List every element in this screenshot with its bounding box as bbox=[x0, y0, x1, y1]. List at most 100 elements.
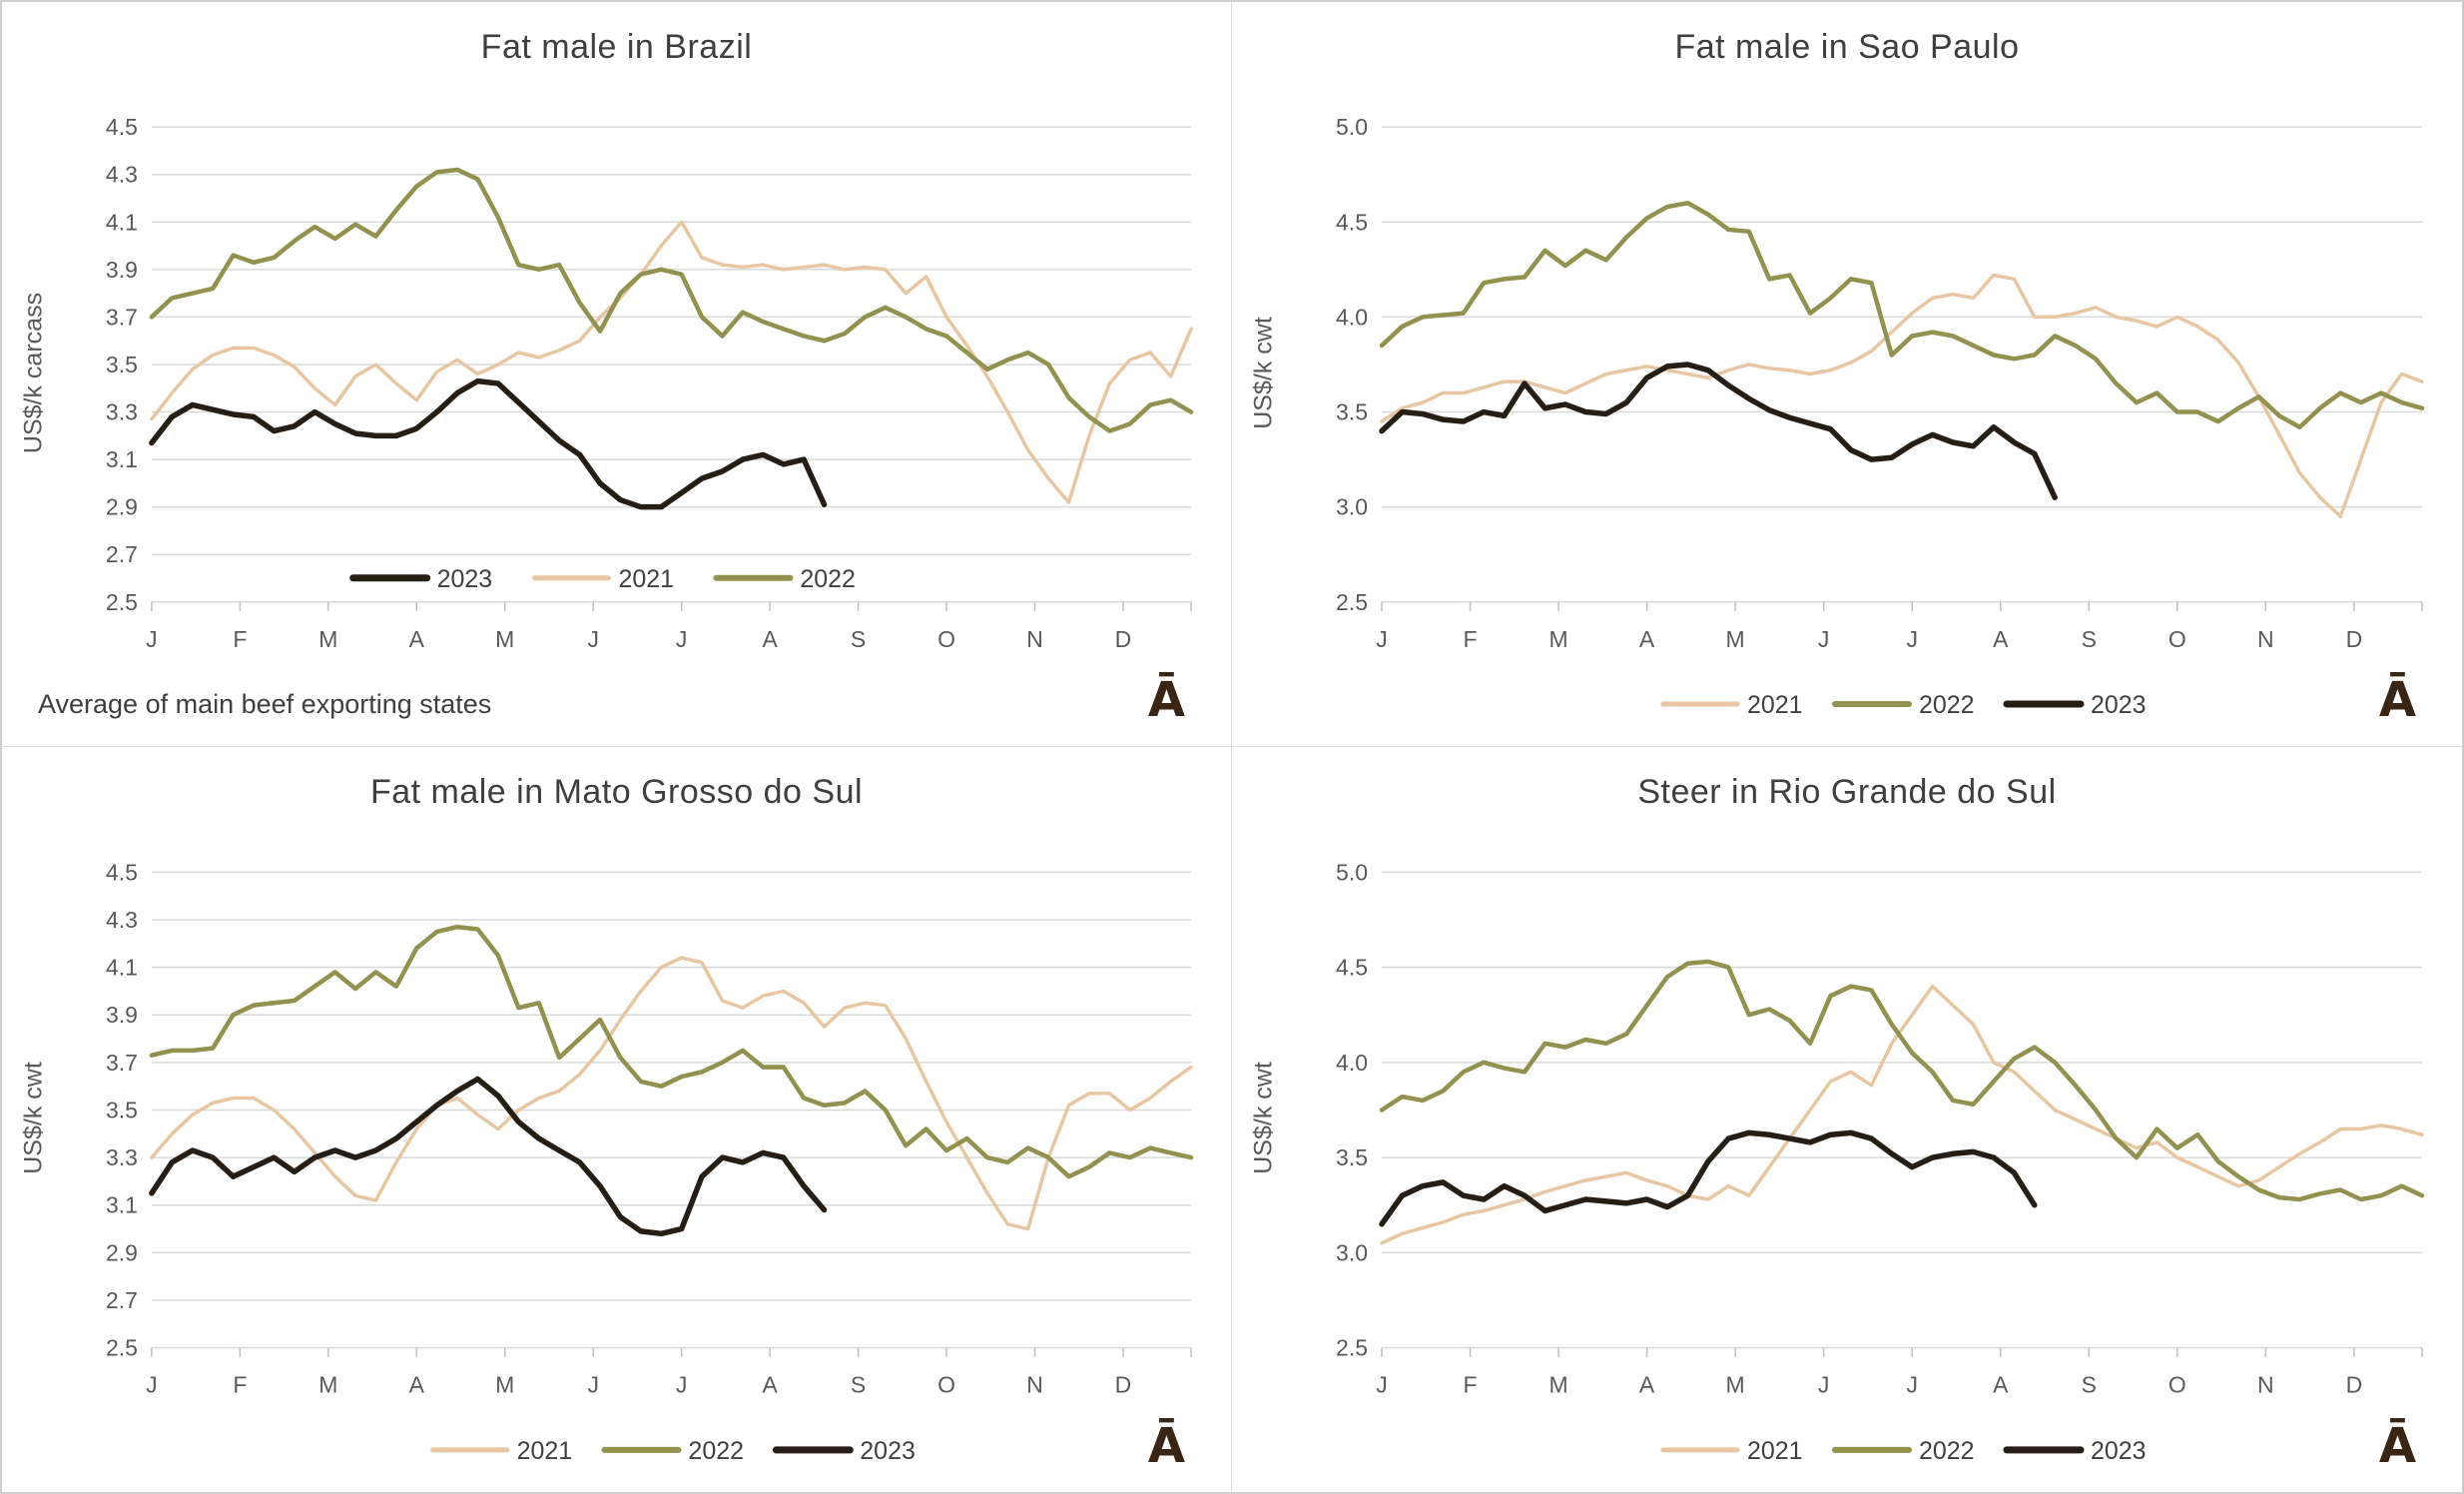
series-line-2023 bbox=[1379, 362, 2058, 500]
y-axis-label: US$/k carcass bbox=[19, 292, 48, 453]
legend-label-2023: 2023 bbox=[2091, 691, 2147, 719]
x-tick-label: N bbox=[1026, 1372, 1043, 1398]
x-tick-label: O bbox=[937, 1372, 955, 1398]
y-tick-label: 3.5 bbox=[106, 352, 138, 377]
y-tick-label: 3.5 bbox=[1336, 1144, 1368, 1170]
chart-svg: 4.5 4.3 4.1 3.9 3.7 3.5 3.3 3.1 2.9 2.7 2.5 J F M A M J J… bbox=[106, 859, 1194, 1465]
plot-area-fat-male-sao-paulo: 5.0 4.5 4.0 3.5 3.0 2.5 J F M A M J J A S O N D 2021 2022 20… bbox=[1232, 2, 2462, 746]
x-tick-label: J bbox=[1906, 626, 1917, 652]
x-tick-label: J bbox=[1376, 1372, 1388, 1398]
chart-panel-fat-male-mato-grosso-do-sul: 4.5 4.3 4.1 3.9 3.7 3.5 3.3 3.1 2.9 2.7 2.5 J F M A M J J… bbox=[2, 747, 1232, 1492]
chart-title: Steer in Rio Grande do Sul bbox=[1637, 773, 2057, 811]
y-tick-label: 3.3 bbox=[106, 399, 138, 425]
x-tick-label: J bbox=[1818, 626, 1829, 652]
x-tick-label: M bbox=[318, 626, 337, 652]
series-line-2022 bbox=[149, 167, 1194, 433]
x-tick-label: A bbox=[1993, 626, 2009, 652]
y-tick-label: 4.5 bbox=[1336, 209, 1368, 235]
x-tick-label: J bbox=[146, 626, 157, 652]
x-tick-label: A bbox=[1993, 1372, 2009, 1398]
y-tick-label: 3.1 bbox=[106, 1192, 138, 1218]
y-tick-label: 2.7 bbox=[106, 541, 138, 567]
x-tick-label: N bbox=[2257, 1372, 2274, 1398]
y-tick-label: 2.5 bbox=[1336, 589, 1368, 615]
y-tick-label: 2.5 bbox=[1336, 1335, 1368, 1361]
legend-label-2021: 2021 bbox=[517, 1437, 573, 1465]
legend-item-2022: 2022 bbox=[713, 565, 856, 593]
x-tick-label: M bbox=[1548, 626, 1567, 652]
legend-item-2021: 2021 bbox=[430, 1437, 573, 1465]
y-tick-label: 3.9 bbox=[106, 1002, 138, 1028]
y-axis-label: US$/k cwt bbox=[19, 1062, 48, 1174]
x-tick-label: M bbox=[1726, 1372, 1745, 1398]
x-tick-label: F bbox=[1464, 626, 1478, 652]
chart-title: Fat male in Brazil bbox=[480, 28, 753, 66]
legend-label-2021: 2021 bbox=[1747, 1437, 1803, 1465]
legend-item-2023: 2023 bbox=[772, 1437, 916, 1465]
chart-title: Fat male in Mato Grosso do Sul bbox=[369, 773, 864, 811]
y-tick-label: 2.9 bbox=[106, 1239, 138, 1265]
y-tick-label: 3.9 bbox=[106, 257, 138, 283]
y-axis-label: US$/k cwt bbox=[1249, 316, 1278, 429]
x-tick-label: A bbox=[1639, 1372, 1655, 1398]
plot-area-fat-male-brazil: 4.5 4.3 4.1 3.9 3.7 3.5 3.3 3.1 2.9 2.7 2.5 J F M A M J J… bbox=[2, 2, 1231, 746]
series-line-2022 bbox=[1379, 959, 2425, 1202]
legend-label-2023: 2023 bbox=[860, 1437, 916, 1465]
legend-item-2021: 2021 bbox=[1660, 691, 1803, 719]
y-axis-label: US$/k cwt bbox=[1249, 1062, 1278, 1174]
legend-label-2022: 2022 bbox=[688, 1437, 744, 1465]
x-tick-label: A bbox=[409, 626, 425, 652]
brand-logo: Ā bbox=[1147, 1418, 1185, 1474]
legend-label-2021: 2021 bbox=[618, 565, 674, 593]
plot-area-steer-rio-grande-do-sul: 5.0 4.5 4.0 3.5 3.0 2.5 J F M A M J J A S O N D 2021 2022 20… bbox=[1232, 747, 2462, 1492]
y-tick-label: 5.0 bbox=[1336, 859, 1368, 885]
x-tick-label: F bbox=[233, 1372, 247, 1398]
x-tick-label: J bbox=[146, 1372, 157, 1398]
x-tick-label: J bbox=[676, 1372, 687, 1398]
legend-item-2023: 2023 bbox=[349, 565, 493, 593]
x-tick-label: D bbox=[1115, 626, 1132, 652]
brand-logo: Ā bbox=[1147, 672, 1185, 728]
y-tick-label: 4.1 bbox=[106, 209, 138, 235]
legend-item-2022: 2022 bbox=[1832, 691, 1975, 719]
x-tick-label: S bbox=[851, 1372, 866, 1398]
legend-item-2021: 2021 bbox=[1660, 1437, 1803, 1465]
legend-label-2022: 2022 bbox=[1919, 1437, 1975, 1465]
legend-label-2023: 2023 bbox=[437, 565, 493, 593]
y-tick-label: 4.5 bbox=[106, 859, 138, 885]
x-tick-label: M bbox=[1726, 626, 1745, 652]
x-tick-label: N bbox=[2257, 626, 2274, 652]
y-tick-label: 4.5 bbox=[1336, 955, 1368, 981]
x-tick-label: S bbox=[851, 626, 866, 652]
x-tick-label: A bbox=[1639, 626, 1655, 652]
x-tick-label: S bbox=[2082, 626, 2097, 652]
x-tick-label: M bbox=[1548, 1372, 1567, 1398]
chart-title: Fat male in Sao Paulo bbox=[1674, 28, 2020, 66]
series-line-2023 bbox=[149, 1076, 828, 1237]
legend-item-2023: 2023 bbox=[2003, 691, 2147, 719]
x-tick-label: O bbox=[937, 626, 955, 652]
y-tick-label: 3.0 bbox=[1336, 494, 1368, 520]
x-tick-label: D bbox=[2346, 626, 2363, 652]
brand-logo: Ā bbox=[2378, 1418, 2416, 1474]
y-tick-label: 3.5 bbox=[106, 1097, 138, 1122]
x-tick-label: J bbox=[587, 626, 598, 652]
x-tick-label: J bbox=[1376, 626, 1387, 652]
plot-area-fat-male-mato-grosso-do-sul: 4.5 4.3 4.1 3.9 3.7 3.5 3.3 3.1 2.9 2.7 2.5 J F M A M J J… bbox=[2, 747, 1231, 1492]
x-tick-label: A bbox=[762, 1372, 778, 1398]
x-tick-label: F bbox=[1464, 1372, 1478, 1398]
chart-svg: 4.5 4.3 4.1 3.9 3.7 3.5 3.3 3.1 2.9 2.7 2.5 J F M A M J J… bbox=[106, 114, 1194, 652]
legend-label-2021: 2021 bbox=[1747, 691, 1803, 719]
y-tick-label: 4.0 bbox=[1336, 304, 1368, 330]
y-tick-label: 3.0 bbox=[1336, 1239, 1368, 1265]
y-tick-label: 2.5 bbox=[106, 1335, 138, 1361]
series-line-2022 bbox=[149, 924, 1194, 1179]
brand-logo: Ā bbox=[2378, 672, 2416, 728]
legend-item-2022: 2022 bbox=[1832, 1437, 1975, 1465]
x-tick-label: A bbox=[762, 626, 778, 652]
chart-svg: 5.0 4.5 4.0 3.5 3.0 2.5 J F M A M J J A S O N D 2021 2022 20… bbox=[1336, 859, 2425, 1465]
series-line-2021 bbox=[1380, 273, 2424, 518]
chart-panel-fat-male-brazil: 4.5 4.3 4.1 3.9 3.7 3.5 3.3 3.1 2.9 2.7 2.5 J F M A M J J… bbox=[2, 2, 1232, 747]
y-tick-label: 3.3 bbox=[106, 1144, 138, 1170]
